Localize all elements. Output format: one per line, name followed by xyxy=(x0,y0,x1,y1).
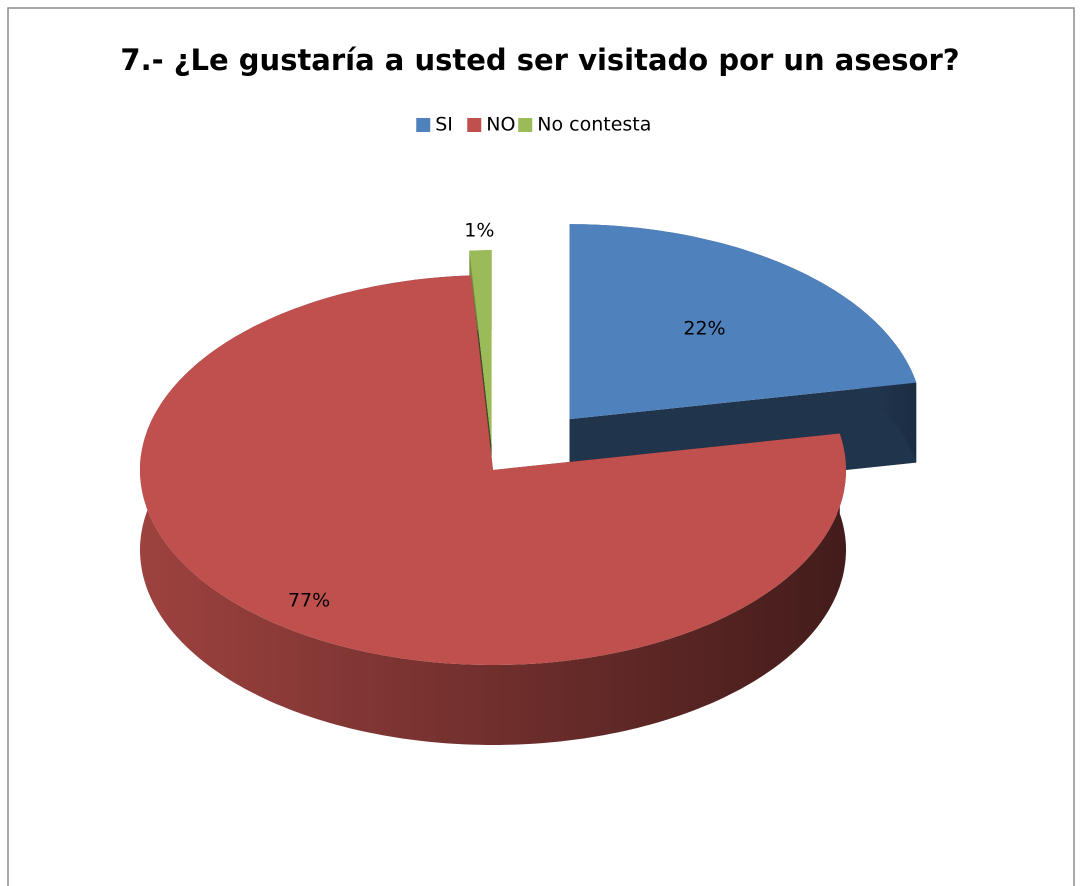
slice xyxy=(569,224,917,420)
legend-label: No contesta xyxy=(537,114,651,136)
legend-swatch xyxy=(467,118,482,132)
chart-title: 7.- ¿Le gustaría a usted ser visitado po… xyxy=(120,43,959,77)
slice xyxy=(140,275,846,665)
legend-label: NO xyxy=(486,114,515,136)
legend-swatch xyxy=(416,118,431,132)
legend-swatch xyxy=(518,118,533,132)
legend-label: SI xyxy=(435,114,453,136)
data-label: 77% xyxy=(288,589,330,611)
data-label: 1% xyxy=(464,219,494,241)
slice xyxy=(469,250,492,446)
data-label: 22% xyxy=(683,317,725,339)
